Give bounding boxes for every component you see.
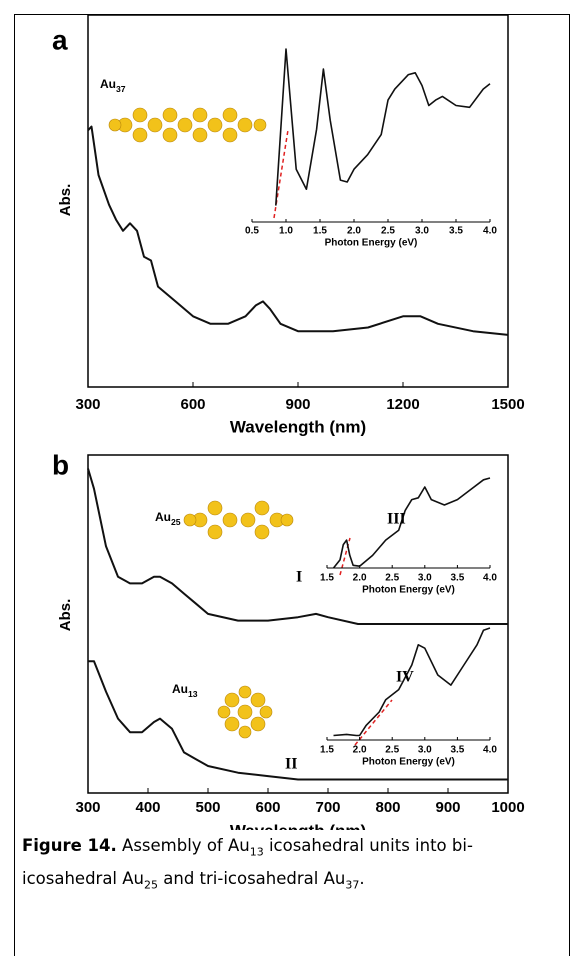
spectrum-line	[88, 660, 508, 781]
x-tick-label: 1000	[491, 799, 524, 816]
structure-label-base: Au	[100, 77, 116, 91]
structure-label-sub: 25	[171, 517, 181, 527]
caption-subscript: 13	[249, 845, 264, 859]
x-tick-label: 2.5	[385, 745, 399, 756]
curve-label: III	[387, 511, 406, 528]
x-axis-title: Photon Energy (eV)	[362, 757, 455, 768]
spectrum-line	[333, 627, 491, 737]
x-tick-label: 600	[255, 799, 280, 816]
caption-text: and tri-icosahedral Au	[158, 869, 346, 889]
structure-label-sub: 37	[116, 84, 126, 94]
x-tick-label: 4.0	[483, 226, 497, 237]
spectrum-line	[87, 468, 508, 625]
cluster-au37	[108, 107, 267, 143]
x-tick-label: 1.5	[320, 745, 334, 756]
x-tick-label: 1.5	[320, 573, 334, 584]
x-axis-title: Wavelength (nm)	[230, 417, 366, 436]
x-axis-title: Photon Energy (eV)	[325, 238, 418, 249]
x-tick-label: 900	[285, 396, 310, 413]
x-tick-label: 0.5	[245, 226, 259, 237]
caption-text: Assembly of Au	[116, 836, 250, 855]
structure-label-base: Au	[172, 682, 188, 696]
x-axis-title: Wavelength (nm)	[230, 821, 366, 830]
panel-label: b	[52, 449, 69, 480]
y-axis-title: Abs.	[57, 184, 74, 217]
cluster-au13	[217, 685, 273, 739]
caption-text: icosahedral units into bi-icosahedral Au	[22, 836, 473, 889]
x-tick-label: 300	[75, 396, 100, 413]
x-tick-label: 3.0	[418, 573, 432, 584]
spectrum-line	[332, 477, 491, 569]
x-tick-label: 1.0	[279, 226, 293, 237]
cluster-au25	[183, 500, 294, 540]
structure-label: Au13	[172, 682, 198, 699]
x-tick-label: 1.5	[313, 226, 327, 237]
x-tick-label: 2.5	[381, 226, 395, 237]
x-tick-label: 2.0	[353, 573, 367, 584]
curve-label: IV	[396, 669, 414, 686]
x-tick-label: 800	[375, 799, 400, 816]
x-tick-label: 1500	[491, 396, 524, 413]
curve-label: I	[296, 569, 302, 586]
x-tick-label: 700	[315, 799, 340, 816]
x-tick-label: 500	[195, 799, 220, 816]
x-tick-label: 3.5	[450, 745, 464, 756]
x-tick-label: 300	[75, 799, 100, 816]
x-tick-label: 4.0	[483, 745, 497, 756]
caption: Figure 14. Assembly of Au13 icosahedral …	[22, 832, 567, 899]
x-axis-title: Photon Energy (eV)	[362, 585, 455, 596]
x-tick-label: 400	[135, 799, 160, 816]
caption-subscript: 37	[345, 878, 360, 892]
x-tick-label: 2.0	[347, 226, 361, 237]
structure-label-base: Au	[155, 510, 171, 524]
x-tick-label: 2.0	[353, 745, 367, 756]
caption-text: .	[359, 869, 365, 889]
structure-label: Au25	[155, 510, 181, 527]
x-tick-label: 4.0	[483, 573, 497, 584]
x-tick-label: 3.5	[450, 573, 464, 584]
x-tick-label: 900	[435, 799, 460, 816]
x-tick-label: 1200	[386, 396, 419, 413]
caption-subscript: 25	[144, 878, 159, 892]
x-tick-label: 3.0	[418, 745, 432, 756]
structure-label-sub: 13	[188, 689, 198, 699]
curve-label: II	[285, 756, 297, 773]
spectrum-line	[87, 125, 509, 336]
x-tick-label: 3.5	[449, 226, 463, 237]
x-tick-label: 600	[180, 396, 205, 413]
structure-label: Au37	[100, 77, 126, 94]
y-axis-title: Abs.	[57, 599, 74, 632]
caption-label: Figure 14.	[22, 836, 117, 855]
x-tick-label: 2.5	[385, 573, 399, 584]
x-tick-label: 3.0	[415, 226, 429, 237]
panel-label: a	[52, 24, 68, 55]
spectrum-line	[275, 48, 491, 206]
